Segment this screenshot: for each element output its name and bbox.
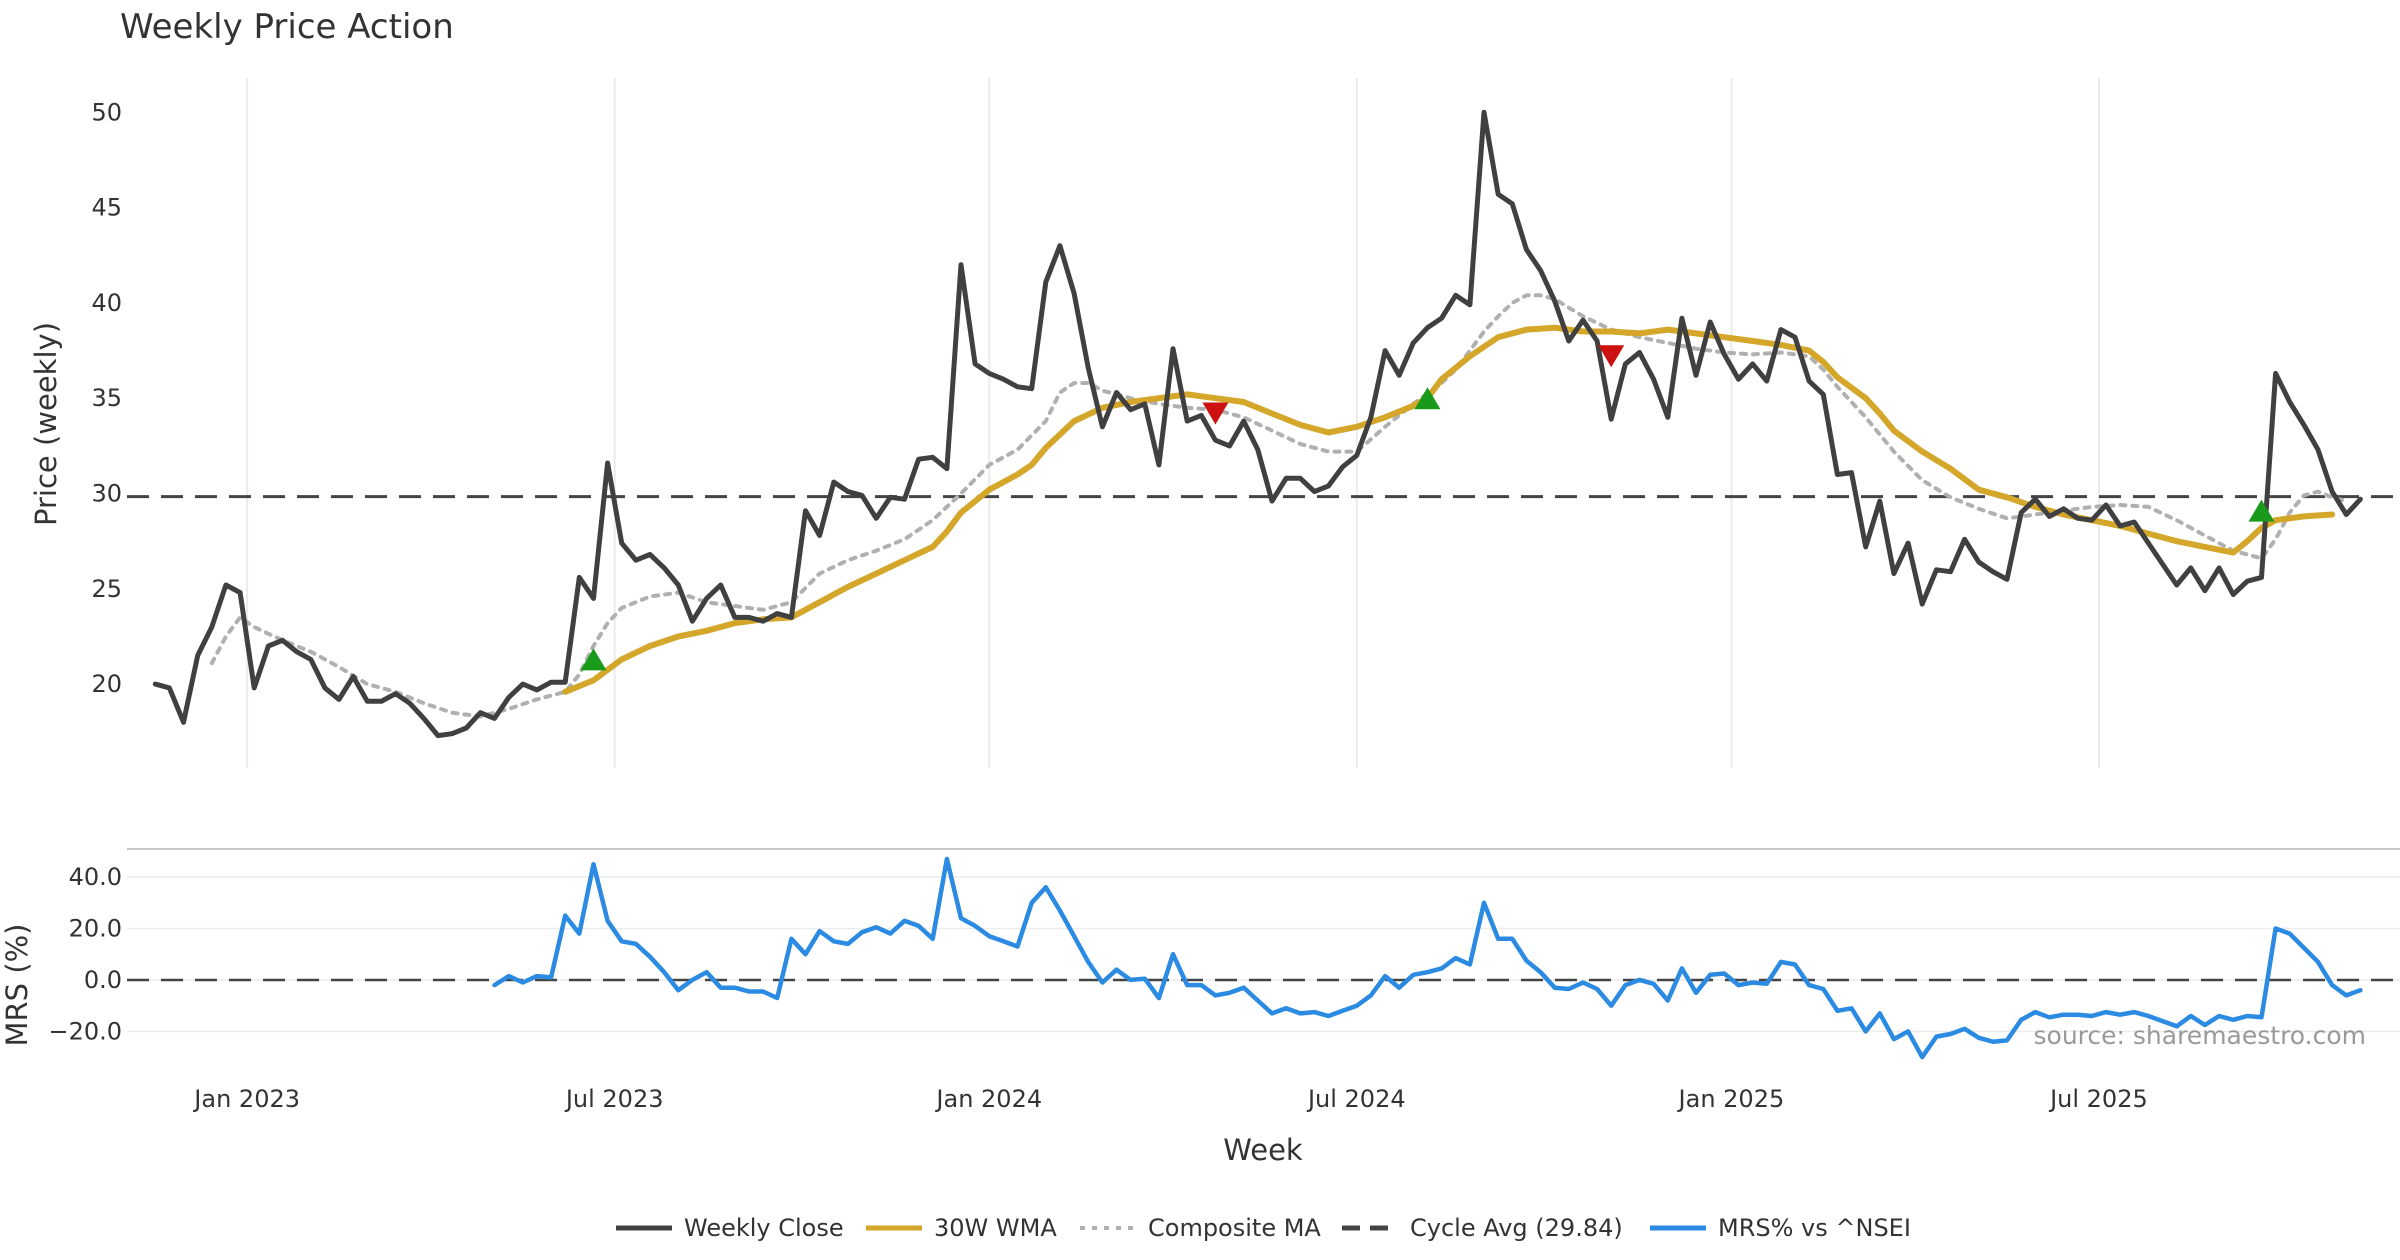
buy-signal-marker	[580, 648, 607, 671]
mrs-y-axis: 40.0 20.0 0.0 −20.0	[48, 863, 122, 1045]
mrs-y-tick-label: 0.0	[84, 966, 122, 994]
x-axis: Jan 2023 Jul 2023 Jan 2024 Jul 2024 Jan 2025…	[192, 1085, 2147, 1113]
legend-label: 30W WMA	[934, 1214, 1057, 1242]
legend: Weekly Close 30W WMA Composite MA Cycle Avg…	[616, 1214, 1911, 1242]
legend-label: MRS% vs ^NSEI	[1718, 1214, 1911, 1242]
weekly-close-line	[152, 109, 2363, 739]
mrs-y-tick-label: 40.0	[69, 863, 122, 891]
price-y-tick-label: 20	[91, 670, 122, 698]
x-tick-label: Jan 2025	[1677, 1085, 1785, 1113]
x-tick-label: Jul 2023	[564, 1085, 664, 1113]
mrs-y-axis-title: MRS (%)	[0, 924, 34, 1047]
price-y-axis-title: Price (weekly)	[29, 322, 63, 526]
legend-label: Composite MA	[1148, 1214, 1321, 1242]
price-y-tick-label: 50	[91, 98, 122, 126]
legend-item: 30W WMA	[866, 1214, 1057, 1242]
mrs-series	[492, 856, 2363, 1060]
x-axis-title: Week	[1223, 1133, 1303, 1167]
price-y-tick-label: 45	[91, 194, 122, 222]
buy-signal-marker	[1414, 387, 1441, 410]
composite-ma-line	[209, 293, 2349, 719]
price-series	[152, 109, 2363, 739]
buy-signal-marker	[2248, 499, 2275, 522]
source-note: source: sharemaestro.com	[2034, 1021, 2367, 1050]
x-tick-label: Jul 2024	[1306, 1085, 1406, 1113]
x-tick-label: Jan 2024	[934, 1085, 1042, 1113]
legend-item: Composite MA	[1080, 1214, 1321, 1242]
legend-label: Cycle Avg (29.84)	[1410, 1214, 1623, 1242]
sell-signal-marker	[1202, 402, 1229, 425]
mrs-line	[492, 856, 2363, 1060]
wma-30w-line	[562, 324, 2336, 695]
price-y-tick-label: 40	[91, 289, 122, 317]
legend-item: MRS% vs ^NSEI	[1650, 1214, 1911, 1242]
signal-markers	[580, 345, 2275, 671]
chart-title: Weekly Price Action	[120, 7, 454, 47]
mrs-y-tick-label: −20.0	[48, 1017, 122, 1045]
legend-label: Weekly Close	[684, 1214, 844, 1242]
legend-item: Cycle Avg (29.84)	[1342, 1214, 1623, 1242]
grid	[127, 78, 2400, 1033]
price-y-tick-label: 25	[91, 575, 122, 603]
x-tick-label: Jan 2023	[192, 1085, 300, 1113]
mrs-y-tick-label: 20.0	[69, 914, 122, 942]
price-y-tick-label: 30	[91, 480, 122, 508]
sell-signal-marker	[1598, 345, 1625, 368]
price-y-tick-label: 35	[91, 384, 122, 412]
x-tick-label: Jul 2025	[2048, 1085, 2148, 1113]
legend-item: Weekly Close	[616, 1214, 844, 1242]
price-y-axis: 20 25 30 35 40 45 50	[91, 98, 122, 698]
